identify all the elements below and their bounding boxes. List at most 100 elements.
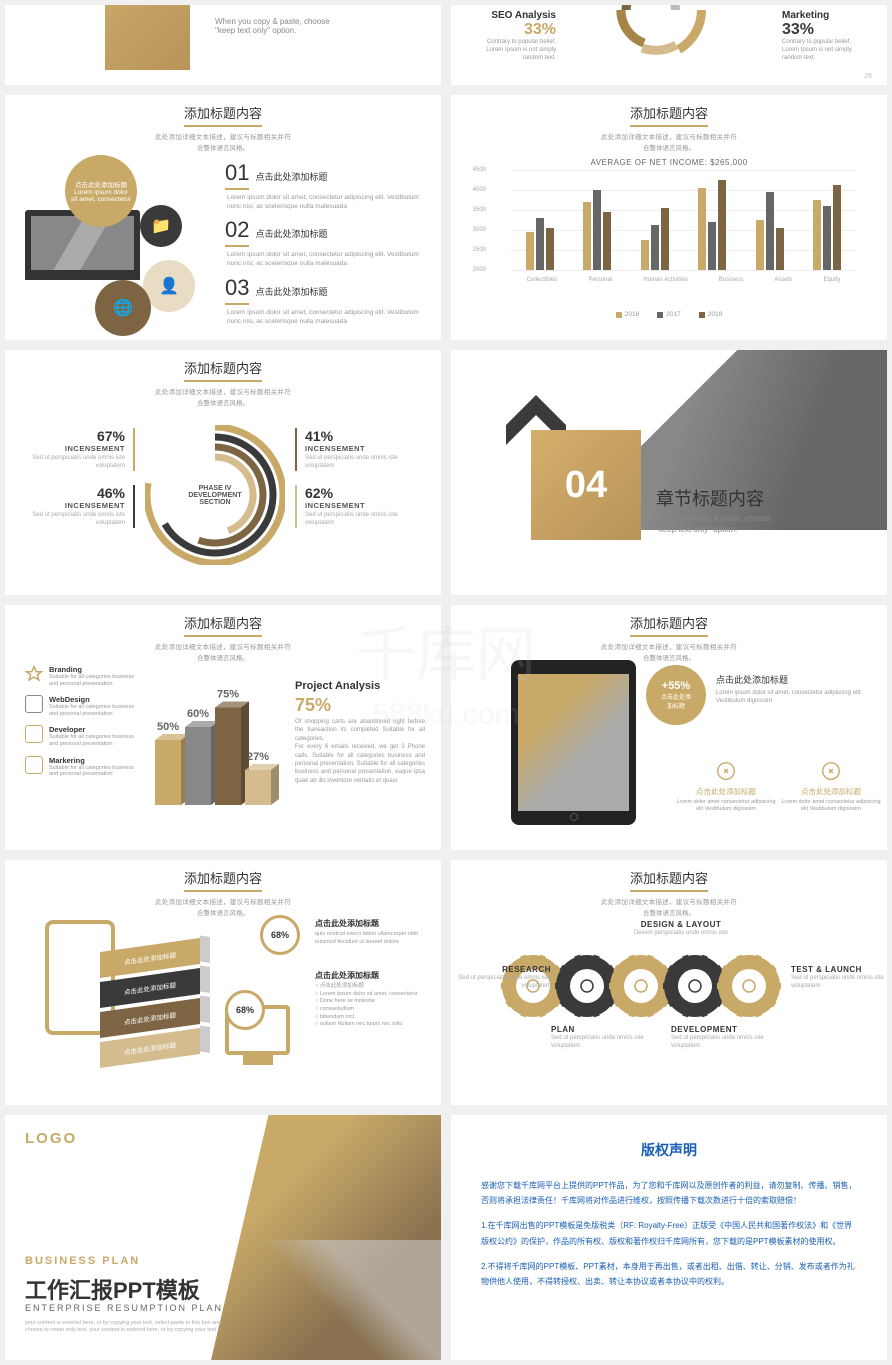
title-block: 添加标题内容 此处添加详细文本描述，建议与标题相关并符 合整体语言风格。 (5, 95, 441, 152)
slide-title: 添加标题内容 (184, 613, 262, 637)
slide-sub2: 合整体语言风格。 (451, 142, 887, 152)
caption-l1: When you copy & paste, choose (215, 17, 330, 26)
search-icon (820, 760, 842, 782)
slide-sub2: 合整体语言风格。 (5, 142, 441, 152)
chart-title: AVERAGE OF NET INCOME: $265,000 (451, 158, 887, 167)
page-number: 26 (864, 73, 872, 80)
slide-12-copyright: 版权声明 感谢您下载千库网平台上提供的PPT作品，为了您和千库网以及原创作者的利… (451, 1115, 887, 1360)
right-text: 点击此处添加标题○ 点击此处添加标题○ Lorem ipsum dolor si… (315, 970, 430, 1029)
gear (718, 955, 780, 1017)
title-block: 添加标题内容 此处添加详细文本描述，建议与标题相关并符 合整体语言风格。 (451, 95, 887, 152)
business-plan-label: BUSINESS PLAN (25, 1255, 140, 1267)
svg-text:75%: 75% (217, 689, 239, 701)
slide-11-cover: LOGO BUSINESS PLAN 工作汇报PPT模板 ENTERPRISE … (5, 1115, 441, 1360)
mkt-pct: 33% (782, 21, 862, 39)
slide-sub1: 此处添加详细文本描述，建议与标题相关并符 (5, 896, 441, 906)
key-icon (715, 760, 737, 782)
donut-chart (591, 5, 721, 75)
logo: LOGO (25, 1130, 77, 1147)
slide-3: 添加标题内容 此处添加详细文本描述，建议与标题相关并符 合整体语言风格。 点击此… (5, 95, 441, 340)
slide-4: 添加标题内容 此处添加详细文本描述，建议与标题相关并符 合整体语言风格。 AVE… (451, 95, 887, 340)
gear-label: RESEARCHSed ut perspiciatis unde omnis i… (451, 965, 551, 991)
slide-title: 添加标题内容 (630, 613, 708, 637)
slide-sub1: 此处添加详细文本描述，建议与标题相关并符 (5, 131, 441, 141)
slide-title: 添加标题内容 (630, 103, 708, 127)
slide-sub1: 此处添加详细文本描述，建议与标题相关并符 (451, 896, 887, 906)
numbered-item: 01点击此处添加标题 Lorem ipsum dolor sit amet, c… (225, 160, 425, 211)
slide-grid: When you copy & paste, choose "keep text… (0, 0, 892, 1365)
numbered-item: 03点击此处添加标题 Lorem ipsum dolor sit amet, c… (225, 275, 425, 326)
main-desc: Lorem ipsum dolor sit amet, consectetur … (716, 689, 866, 706)
svg-text:50%: 50% (157, 721, 179, 733)
cover-photo (211, 1115, 441, 1360)
slide-2: SEO Analysis 33% Contrary to popular bel… (451, 5, 887, 85)
seo-title: SEO Analysis (476, 10, 556, 21)
slide-8: 添加标题内容 此处添加详细文本描述，建议与标题相关并符 合整体语言风格。 +55… (451, 605, 887, 850)
title-block: 添加标题内容 此处添加详细文本描述，建议与标题相关并符 合整体语言风格。 (5, 605, 441, 662)
analysis-desc: Of shopping carts are abandoned right be… (295, 718, 425, 785)
section-sub: When you copy & paste, choose "keep text… (656, 513, 771, 535)
slide-sub1: 此处添加详细文本描述，建议与标题相关并符 (5, 641, 441, 651)
icon-item: WebDesignSuitable for all categories bus… (25, 695, 140, 717)
slide-9: 添加标题内容 此处添加详细文本描述，建议与标题相关并符 合整体语言风格。 点击此… (5, 860, 441, 1105)
gear-label: PLANSed ut perspiciatis unde omnis iste … (551, 1025, 651, 1051)
bar-group (641, 208, 669, 270)
bar-chart: 450040003500300025002000 CollectiblesPer… (486, 170, 856, 295)
legend-item: 2016 (616, 311, 639, 318)
section-sub1: When you copy & paste, choose (656, 513, 771, 524)
main-title: 点击此处添加标题 (716, 673, 866, 686)
layers-3d: 点击此处添加标题点击此处添加标题点击此处添加标题点击此处添加标题 (100, 945, 200, 1065)
right-text: 点击此处添加标题quis nostrud exerci tation ullam… (315, 918, 430, 946)
stat-item: 67%INCENSEMENTSed ut perspiciatis unde o… (25, 428, 135, 471)
pct-label: 点击此处添加标题 (661, 692, 691, 710)
icon-item: MarkeringSuitable for all categories bus… (25, 756, 140, 778)
chart-legend: 201620172018 (451, 311, 887, 318)
pct-circle: +55% 点击此处添加标题 (646, 665, 706, 725)
slide-title: 添加标题内容 (184, 358, 262, 382)
legend-item: 2017 (657, 311, 680, 318)
info-circle: 点击此处添加标题Lorem ipsum dolor sit amet, cons… (65, 155, 137, 227)
slide-sub1: 此处添加详细文本描述，建议与标题相关并符 (451, 641, 887, 651)
mkt-title: Marketing (782, 10, 862, 21)
copyright-body: 感谢您下载千库网平台上提供的PPT作品，为了您和千库网以及原创作者的利益，请勿复… (451, 1160, 887, 1317)
main-item: 点击此处添加标题 Lorem ipsum dolor sit amet, con… (716, 673, 866, 706)
section-sub2: "keep text only" option. (656, 524, 771, 535)
slide-sub2: 合整体语言风格。 (5, 652, 441, 662)
slide-sub2: 合整体语言风格。 (451, 907, 887, 917)
sub-item: 点击此处添加标题Lorem dolor amet consectetur adi… (781, 760, 881, 813)
icon-item: DeveloperSuitable for all categories bus… (25, 725, 140, 747)
pct-value: +55% (662, 680, 690, 692)
seo-desc: Contrary to popular belief, Lorem Ipsum … (476, 39, 556, 62)
pct-circle: 68% (225, 990, 265, 1030)
cover-subtitle: ENTERPRISE RESUMPTION PLAN (25, 1303, 223, 1313)
slide-10: 添加标题内容 此处添加详细文本描述，建议与标题相关并符 合整体语言风格。 RES… (451, 860, 887, 1105)
gold-box (105, 5, 190, 70)
mkt-desc: Contrary to popular belief, Lorem Ipsum … (782, 39, 862, 62)
analysis-text: Project Analysis 75% Of shopping carts a… (295, 680, 425, 785)
caption: When you copy & paste, choose "keep text… (215, 17, 330, 35)
bar-group (583, 190, 611, 270)
info-circle: 🌐 (95, 280, 151, 336)
bar-group (526, 218, 554, 270)
slide-title: 添加标题内容 (184, 103, 262, 127)
icon-list: BrandingSuitable for all categories busi… (25, 665, 140, 786)
caption-l2: "keep text only" option. (215, 26, 330, 35)
marketing-label: Marketing 33% Contrary to popular belief… (782, 10, 862, 62)
gear-label: DESIGN & LAYOUTDesenl perspiciatis unde … (631, 920, 731, 938)
seo-label: SEO Analysis 33% Contrary to popular bel… (476, 10, 556, 62)
slide-sub1: 此处添加详细文本描述，建议与标题相关并符 (5, 386, 441, 396)
stat-item: 46%INCENSEMENTSed ut perspiciatis unde o… (25, 485, 135, 528)
gear-label: TEST & LAUNCHSed ut perspiciatis unde om… (791, 965, 887, 991)
pct-circle: 68% (260, 915, 300, 955)
tablet-home-button (570, 813, 578, 821)
info-circle: 📁 (140, 205, 182, 247)
stat-item: 41%INCENSEMENTSed ut perspiciatis unde o… (295, 428, 405, 471)
seo-pct: 33% (476, 21, 556, 39)
title-block: 添加标题内容 此处添加详细文本描述，建议与标题相关并符 合整体语言风格。 (5, 350, 441, 407)
section-title: 章节标题内容 (656, 485, 764, 511)
stat-item: 62%INCENSEMENTSed ut perspiciatis unde o… (295, 485, 405, 528)
bar-group (698, 180, 726, 270)
circles-area: 点击此处添加标题Lorem ipsum dolor sit amet, cons… (25, 155, 205, 325)
sub-item: 点击此处添加标题Lorem dolor amet consectetur adi… (676, 760, 776, 813)
cover-desc: your content is entered here, or by copy… (25, 1320, 225, 1334)
